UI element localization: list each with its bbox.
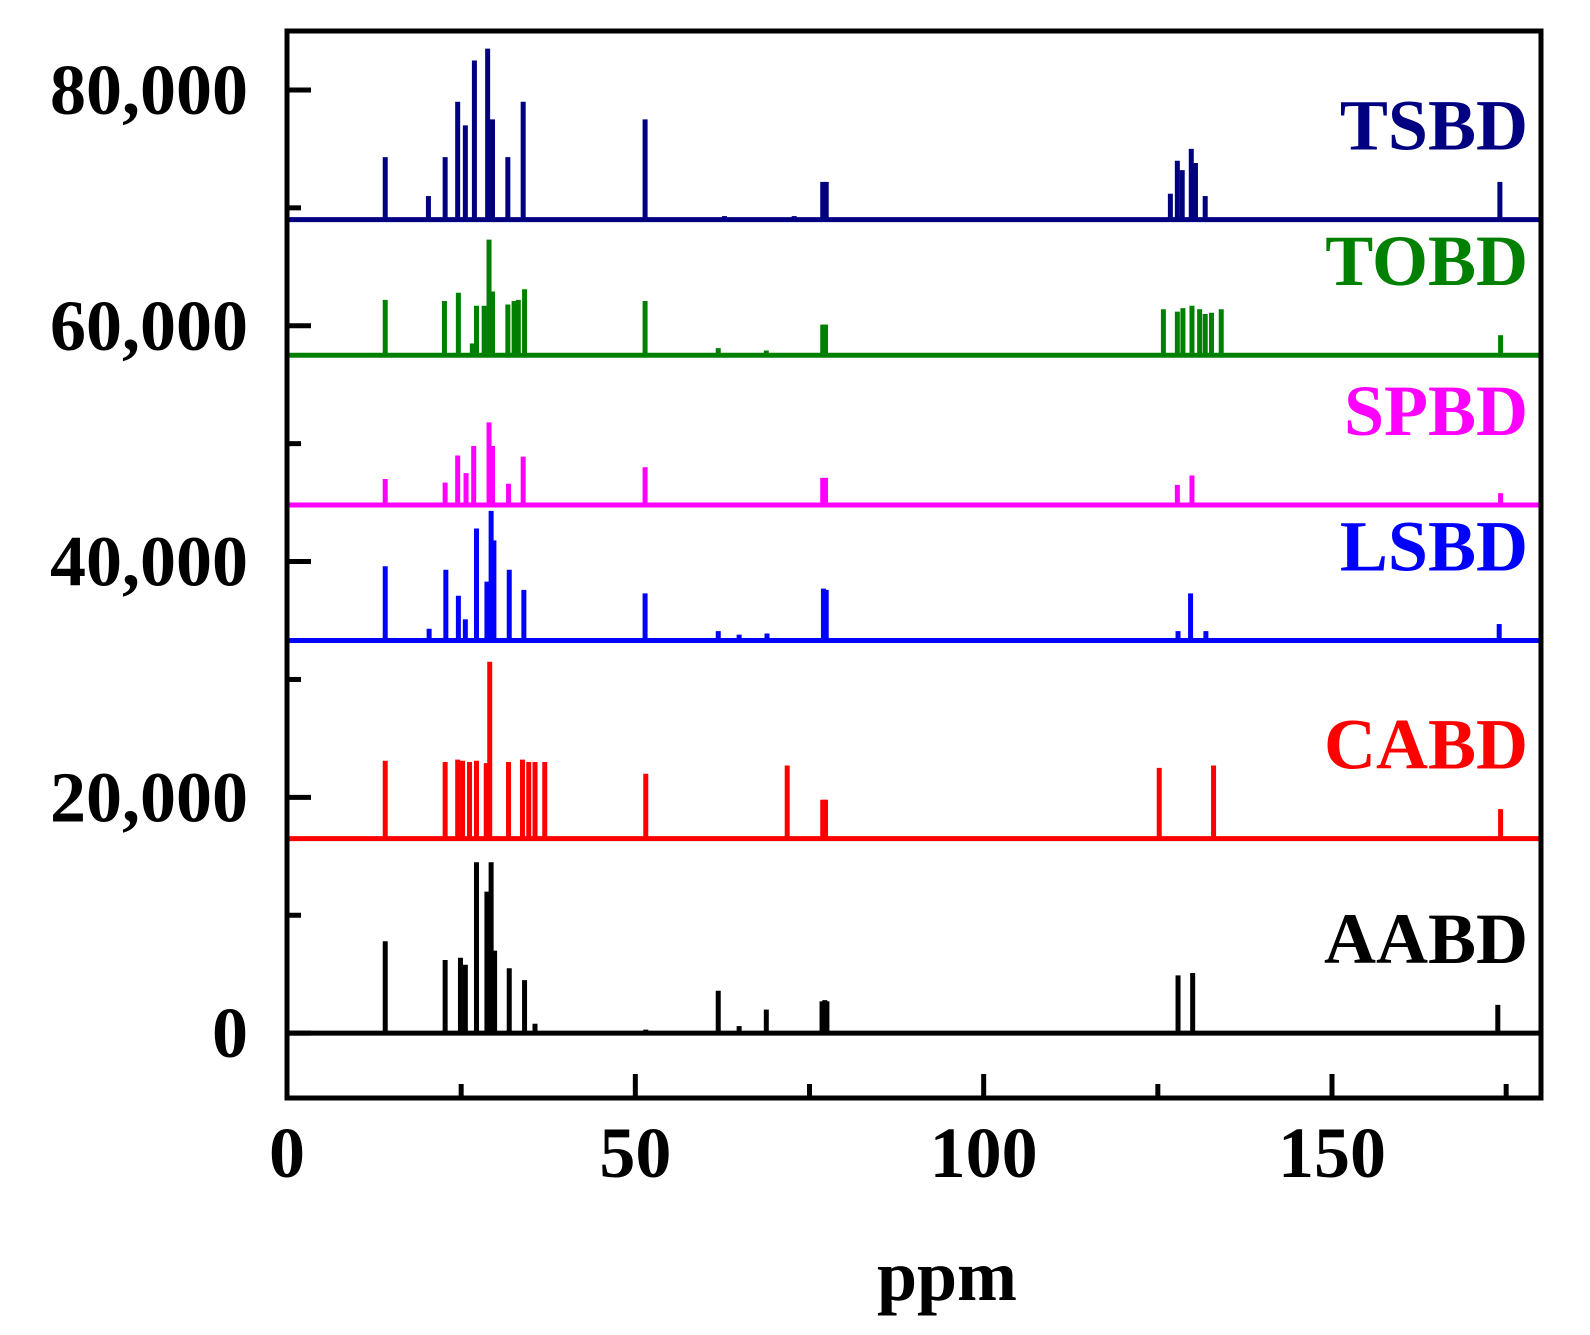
y-tick-label: 0 bbox=[212, 993, 248, 1073]
series-label-cabd: CABD bbox=[1324, 705, 1528, 785]
x-axis-title: ppm bbox=[877, 1236, 1017, 1316]
series-label-tobd: TOBD bbox=[1325, 221, 1528, 301]
x-tick-label: 150 bbox=[1278, 1113, 1386, 1193]
series-label-aabd: AABD bbox=[1324, 899, 1528, 979]
trace-lsbd bbox=[287, 510, 1541, 644]
ticks-layer: 0 20,000 40,000 60,000 80,000 0 50 100 150 bbox=[50, 50, 1509, 1193]
series-label-tsbd: TSBD bbox=[1340, 86, 1528, 166]
trace-spbd bbox=[287, 422, 1541, 508]
y-tick-label: 20,000 bbox=[50, 757, 248, 837]
y-tick-label: 80,000 bbox=[50, 50, 248, 130]
trace-tobd bbox=[287, 239, 1541, 358]
x-tick-label: 50 bbox=[599, 1113, 671, 1193]
x-tick-label: 0 bbox=[269, 1113, 305, 1193]
trace-aabd bbox=[287, 862, 1541, 1036]
trace-tsbd bbox=[287, 48, 1541, 223]
series-label-spbd: SPBD bbox=[1344, 371, 1528, 451]
y-tick-label: 60,000 bbox=[50, 286, 248, 366]
plot-frame bbox=[284, 28, 1544, 1101]
x-tick-label: 100 bbox=[930, 1113, 1038, 1193]
y-tick-label: 40,000 bbox=[50, 522, 248, 602]
series-label-lsbd: LSBD bbox=[1340, 507, 1528, 587]
trace-cabd bbox=[287, 661, 1541, 842]
labels-layer: AABD CABD LSBD SPBD TOBD TSBD bbox=[1324, 86, 1528, 980]
traces-layer bbox=[287, 48, 1541, 1036]
